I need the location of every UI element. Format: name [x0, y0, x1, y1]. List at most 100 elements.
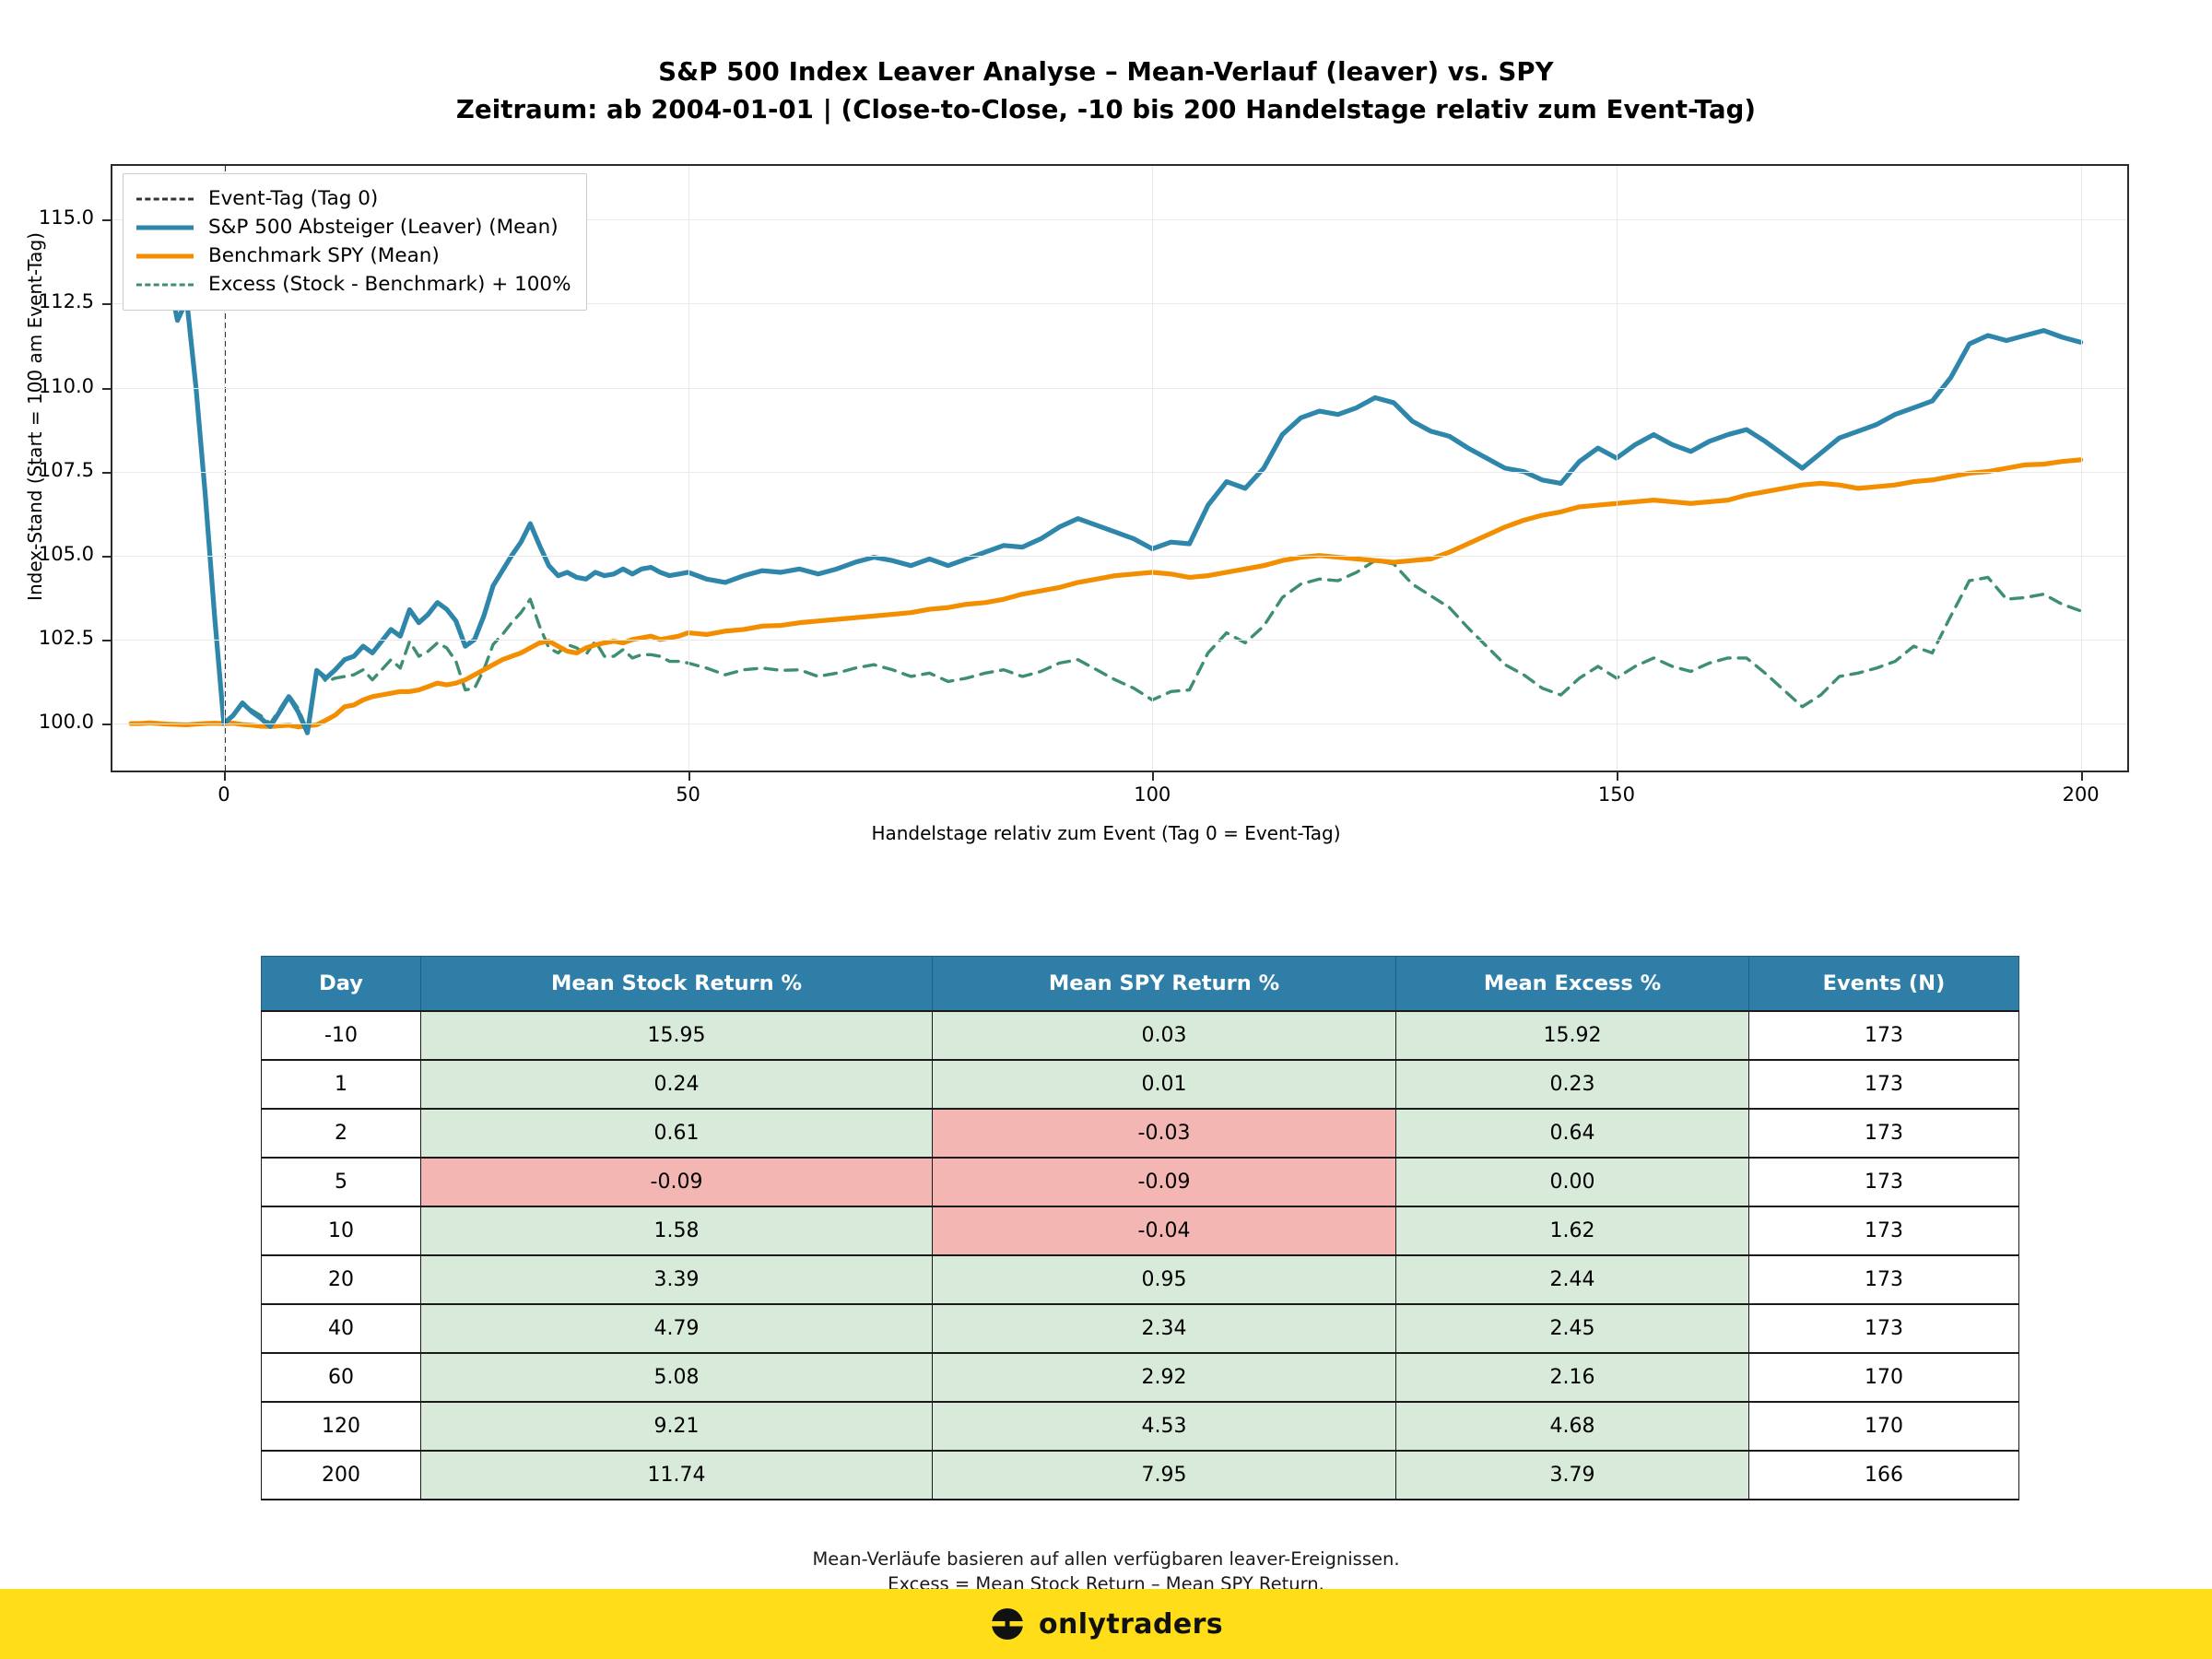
x-axis-tick-label: 150: [1597, 783, 1635, 806]
gridline-vertical: [688, 166, 689, 771]
y-axis-tick-mark: [102, 303, 111, 306]
gridline-vertical: [2080, 166, 2082, 771]
x-axis-tick-mark: [223, 772, 226, 781]
cell-mean-excess: 2.45: [1395, 1303, 1749, 1354]
onlytraders-logo-icon: [990, 1608, 1024, 1640]
cell-day: 2: [261, 1108, 421, 1159]
cell-day: 40: [261, 1303, 421, 1354]
table-row: -10 15.95 0.03 15.92 173: [261, 1010, 2019, 1061]
cell-mean-stock-return: 5.08: [420, 1352, 933, 1403]
table-header-row: Day Mean Stock Return % Mean SPY Return …: [261, 956, 2019, 1012]
cell-mean-spy-return: 2.34: [932, 1303, 1396, 1354]
legend-item: Event-Tag (Tag 0): [136, 184, 571, 213]
cell-events-n: 173: [1748, 1303, 2019, 1354]
cell-mean-excess: 0.64: [1395, 1108, 1749, 1159]
brand-footer-bar: onlytraders: [0, 1589, 2212, 1659]
legend-swatch-icon: [136, 248, 194, 265]
x-axis-tick-mark: [2080, 772, 2083, 781]
cell-mean-stock-return: 3.39: [420, 1254, 933, 1305]
x-axis-tick-label: 100: [1134, 783, 1171, 806]
page-title: S&P 500 Index Leaver Analyse – Mean-Verl…: [658, 57, 1554, 87]
page-subtitle: Zeitraum: ab 2004-01-01 | (Close-to-Clos…: [455, 95, 1757, 124]
column-header-stock: Mean Stock Return %: [420, 956, 933, 1012]
chart-title-block: S&P 500 Index Leaver Analyse – Mean-Verl…: [0, 53, 2212, 129]
cell-events-n: 170: [1748, 1401, 2019, 1452]
cell-mean-excess: 15.92: [1395, 1010, 1749, 1061]
chart-legend: Event-Tag (Tag 0) S&P 500 Absteiger (Leav…: [123, 173, 587, 311]
legend-item: Excess (Stock - Benchmark) + 100%: [136, 270, 571, 299]
cell-events-n: 173: [1748, 1108, 2019, 1159]
table-row: 120 9.21 4.53 4.68 170: [261, 1401, 2019, 1452]
table-row: 5 -0.09 -0.09 0.00 173: [261, 1157, 2019, 1207]
gridline-horizontal: [112, 639, 2127, 641]
y-axis-tick-mark: [102, 471, 111, 474]
cell-events-n: 173: [1748, 1010, 2019, 1061]
gridline-vertical: [1152, 166, 1154, 771]
series-line-2: [128, 457, 2084, 730]
table-row: 200 11.74 7.95 3.79 166: [261, 1450, 2019, 1500]
table-row: 2 0.61 -0.03 0.64 173: [261, 1108, 2019, 1159]
y-axis-tick-label: 115.0: [38, 206, 94, 229]
cell-day: 120: [261, 1401, 421, 1452]
cell-events-n: 173: [1748, 1059, 2019, 1110]
cell-events-n: 173: [1748, 1206, 2019, 1256]
cell-day: 5: [261, 1157, 421, 1207]
x-axis-tick-label: 50: [676, 783, 700, 806]
y-axis-tick-label: 102.5: [38, 626, 94, 649]
legend-swatch-icon: [136, 219, 194, 236]
cell-events-n: 166: [1748, 1450, 2019, 1500]
legend-item: Benchmark SPY (Mean): [136, 241, 571, 270]
table-row: 10 1.58 -0.04 1.62 173: [261, 1206, 2019, 1256]
legend-item-label: Excess (Stock - Benchmark) + 100%: [208, 273, 571, 296]
gridline-horizontal: [112, 219, 2127, 221]
cell-mean-excess: 2.16: [1395, 1352, 1749, 1403]
plot-inner: [112, 166, 2127, 771]
summary-table: Day Mean Stock Return % Mean SPY Return …: [261, 956, 2019, 1500]
cell-day: 10: [261, 1206, 421, 1256]
cell-mean-spy-return: -0.03: [932, 1108, 1396, 1159]
cell-day: 60: [261, 1352, 421, 1403]
x-axis-tick-label: 200: [2062, 783, 2100, 806]
gridline-vertical: [223, 166, 225, 771]
gridline-horizontal: [112, 555, 2127, 557]
y-axis-tick-label: 107.5: [38, 458, 94, 481]
cell-mean-excess: 0.00: [1395, 1157, 1749, 1207]
column-header-spy: Mean SPY Return %: [932, 956, 1396, 1012]
y-axis-tick-label: 100.0: [38, 710, 94, 733]
x-axis-tick-label: 0: [218, 783, 230, 806]
brand-lockup: onlytraders: [989, 1606, 1223, 1642]
cell-day: -10: [261, 1010, 421, 1061]
y-axis-tick-label: 112.5: [38, 290, 94, 313]
table-body: -10 15.95 0.03 15.92 173 1 0.24 0.01 0.23 173 2 0.6…: [261, 1010, 2019, 1500]
y-axis-tick-label: 105.0: [38, 542, 94, 565]
series-line-3: [129, 178, 2083, 733]
cell-events-n: 173: [1748, 1157, 2019, 1207]
cell-mean-spy-return: 0.01: [932, 1059, 1396, 1110]
column-header-events: Events (N): [1748, 956, 2019, 1012]
cell-mean-spy-return: 7.95: [932, 1450, 1396, 1500]
gridline-horizontal: [112, 303, 2127, 305]
cell-mean-stock-return: 11.74: [420, 1450, 933, 1500]
cell-mean-excess: 0.23: [1395, 1059, 1749, 1110]
cell-day: 20: [261, 1254, 421, 1305]
column-header-excess: Mean Excess %: [1395, 956, 1749, 1012]
table-row: 20 3.39 0.95 2.44 173: [261, 1254, 2019, 1305]
gridline-horizontal: [112, 471, 2127, 473]
column-header-day: Day: [261, 956, 421, 1012]
legend-swatch-icon: [136, 191, 194, 207]
chart-curves: [128, 176, 2084, 735]
legend-item-label: Benchmark SPY (Mean): [208, 244, 440, 267]
cell-mean-excess: 3.79: [1395, 1450, 1749, 1500]
cell-mean-spy-return: -0.09: [932, 1157, 1396, 1207]
y-axis-tick-mark: [102, 555, 111, 558]
x-axis-tick-mark: [1616, 772, 1618, 781]
legend-item: S&P 500 Absteiger (Leaver) (Mean): [136, 213, 571, 241]
legend-swatch-icon: [136, 276, 194, 293]
cell-mean-excess: 4.68: [1395, 1401, 1749, 1452]
table-row: 1 0.24 0.01 0.23 173: [261, 1059, 2019, 1110]
x-axis-tick-mark: [688, 772, 690, 781]
cell-mean-spy-return: 2.92: [932, 1352, 1396, 1403]
gridline-vertical: [1616, 166, 1618, 771]
cell-mean-stock-return: 15.95: [420, 1010, 933, 1061]
legend-item-label: S&P 500 Absteiger (Leaver) (Mean): [208, 216, 559, 239]
